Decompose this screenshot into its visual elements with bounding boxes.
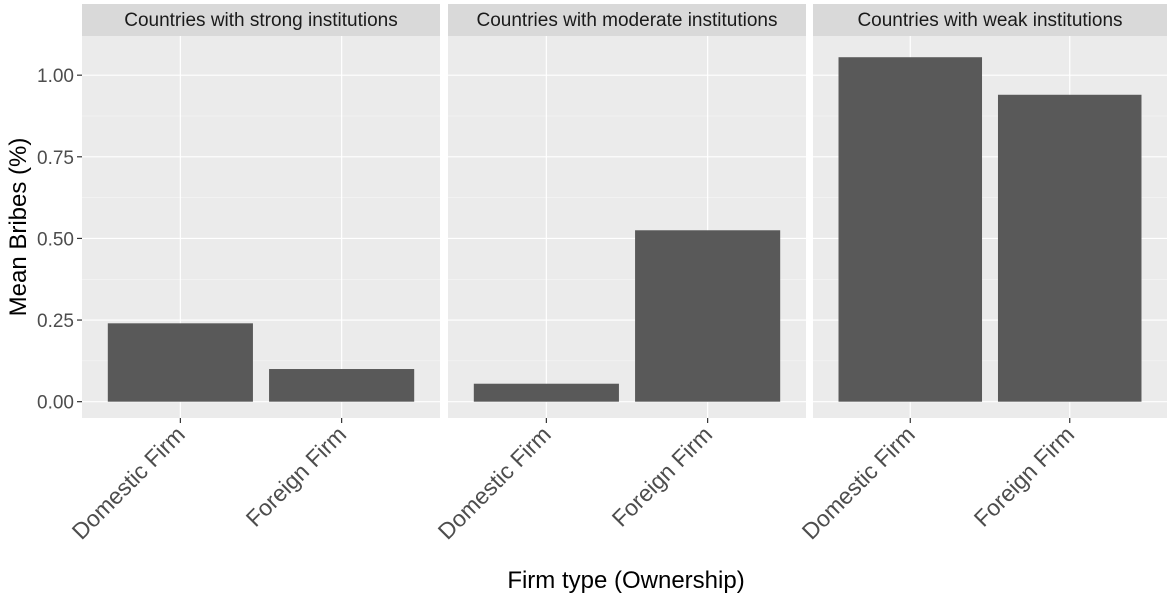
x-tick-label: Foreign Firm [607, 421, 718, 532]
y-tick-label: 0.75 [37, 148, 74, 169]
bar-domestic-firm [473, 383, 619, 402]
facet-title: Countries with moderate institutions [477, 10, 778, 31]
y-axis: 0.00 0.25 0.50 0.75 1.00 [37, 66, 82, 414]
bar-domestic-firm [107, 323, 253, 402]
x-axis-title: Firm type (Ownership) [507, 567, 744, 594]
y-axis-title: Mean Bribes (%) [5, 138, 32, 317]
x-tick-label: Domestic Firm [67, 421, 190, 544]
facet-title: Countries with weak institutions [857, 10, 1122, 31]
x-tick-label: Foreign Firm [969, 421, 1080, 532]
y-tick-label: 1.00 [37, 66, 74, 87]
bar-domestic-firm [838, 57, 983, 402]
facet-strip [813, 4, 1167, 36]
bar-foreign-firm [635, 230, 781, 402]
y-tick-label: 0.00 [37, 393, 74, 414]
facet-panel: Countries with strong institutions Domest… [67, 4, 440, 544]
x-tick-label: Domestic Firm [433, 421, 556, 544]
x-tick-label: Foreign Firm [241, 421, 352, 532]
facet-panels: Countries with strong institutions Domest… [67, 4, 1167, 544]
facet-panel: Countries with weak institutions Domestic… [797, 4, 1167, 544]
facet-panel: Countries with moderate institutions Dome… [433, 4, 806, 544]
y-tick-label: 0.50 [37, 229, 74, 250]
bar-foreign-firm [997, 94, 1142, 402]
x-tick-label: Domestic Firm [797, 421, 920, 544]
y-tick-label: 0.25 [37, 311, 74, 332]
facet-strip [82, 4, 440, 36]
facet-title: Countries with strong institutions [124, 10, 398, 31]
bar-foreign-firm [269, 369, 415, 402]
facet-strip [448, 4, 806, 36]
